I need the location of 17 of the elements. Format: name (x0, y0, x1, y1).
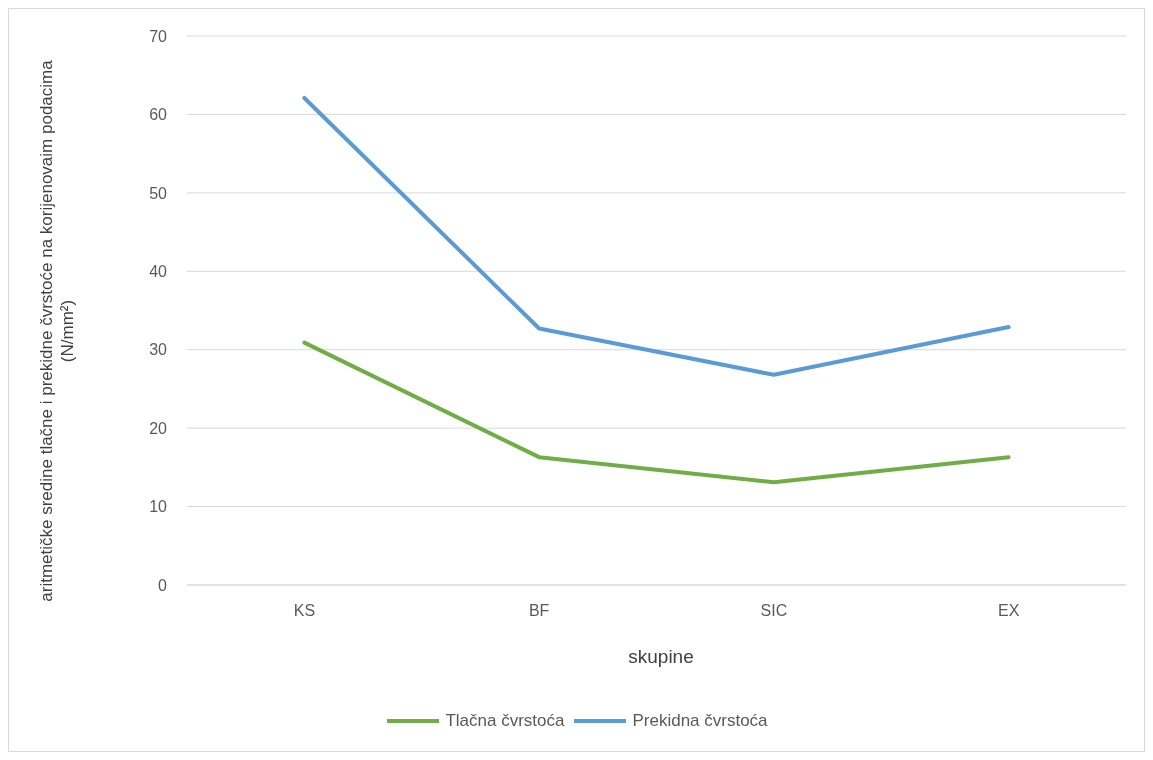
x-tick-label: BF (528, 602, 550, 620)
y-tick-label: 20 (149, 419, 168, 437)
y-axis-title: aritmetičke sredine tlačne i prekidne čvrstoće na korijenovaim podacima (N/mm²) (36, 59, 78, 604)
y-tick-label: 60 (149, 106, 168, 124)
line-series (302, 95, 1011, 377)
legend-label: Prekidna čvrstoća (632, 711, 768, 731)
y-tick-label: 70 (149, 27, 168, 45)
x-tick-label: EX (997, 602, 1020, 620)
y-tick-label: 0 (158, 576, 168, 594)
y-tick-label: 10 (149, 498, 168, 516)
y-tick-label: 30 (149, 341, 168, 359)
y-tick-label: 50 (149, 184, 168, 202)
x-tick-label: SIC (760, 602, 788, 620)
legend-label: Tlačna čvrstoća (445, 711, 565, 731)
y-tick-label: 40 (149, 262, 168, 280)
x-axis-title: skupine (627, 646, 695, 668)
x-tick-label: KS (293, 602, 316, 620)
